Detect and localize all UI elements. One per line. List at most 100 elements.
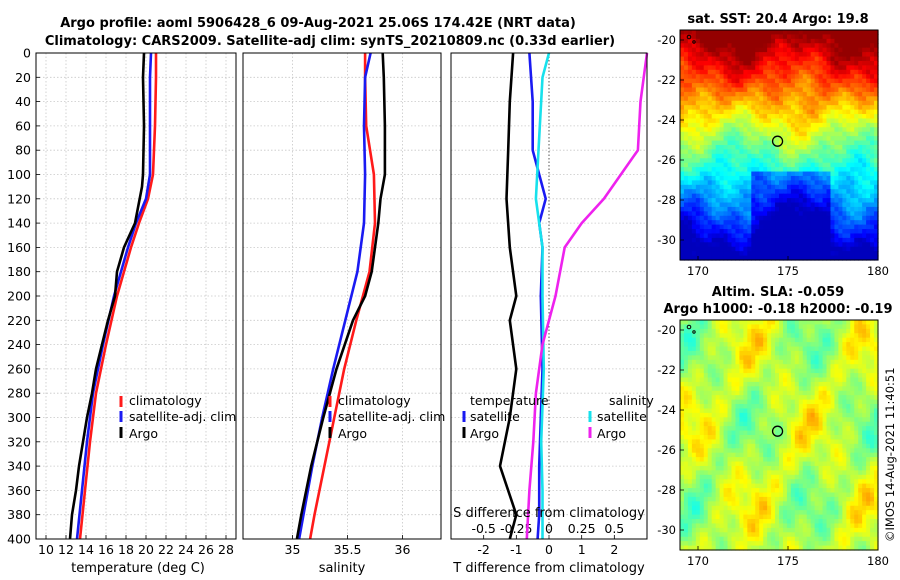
map-cell [838, 465, 843, 471]
map-cell [759, 229, 764, 235]
map-cell [691, 78, 697, 84]
map-cell [830, 131, 836, 137]
map-cell [743, 377, 748, 383]
map-cell [739, 333, 744, 339]
map-cell [850, 69, 855, 75]
map-cell [870, 78, 875, 84]
map-cell [874, 162, 879, 168]
map-cell [683, 373, 689, 379]
map-cell [703, 153, 709, 159]
map-cell [798, 52, 804, 58]
map-cell [830, 333, 836, 339]
map-cell [691, 342, 697, 348]
map-cell [842, 355, 847, 361]
map-cell [727, 69, 733, 75]
map-cell [759, 242, 764, 248]
map-cell [779, 320, 784, 326]
map-cell [691, 488, 697, 494]
map-cell [786, 202, 792, 208]
map-cell [715, 399, 721, 405]
map-cell [818, 162, 824, 168]
map-cell [735, 399, 740, 405]
map-cell [842, 175, 847, 181]
map-cell [866, 215, 871, 221]
map-cell [723, 220, 729, 226]
map-cell [874, 342, 879, 348]
map-cell [814, 34, 820, 40]
map-cell [703, 87, 709, 93]
map-cell [687, 91, 693, 97]
map-cell [814, 180, 820, 186]
map-cell [846, 457, 851, 463]
sla-map-subtitle: Argo h1000: -0.18 h2000: -0.19 [663, 302, 892, 317]
map-cell [739, 346, 744, 352]
map-cell [771, 74, 776, 80]
map-cell [759, 430, 764, 436]
map-cell [790, 346, 796, 352]
map-cell [763, 38, 768, 44]
map-cell [802, 390, 808, 396]
map-cell [747, 229, 752, 235]
map-cell [691, 65, 697, 71]
map-cell [755, 457, 760, 463]
map-cell [691, 439, 697, 445]
map-cell [680, 505, 685, 511]
map-cell [826, 83, 832, 89]
map-cell [727, 408, 733, 414]
sst-map: 170 175 180-20-22-24-26-28-30 [657, 29, 889, 278]
map-cell [842, 404, 847, 410]
map-cell [723, 122, 729, 128]
map-cell [834, 381, 839, 387]
map-cell [846, 364, 851, 370]
map-cell [874, 52, 879, 58]
map-cell [818, 320, 824, 326]
map-cell [723, 171, 729, 177]
map-cell [691, 131, 697, 137]
map-cell [719, 65, 725, 71]
map-cell [687, 43, 693, 49]
map-cell [810, 100, 816, 106]
map-cell [711, 501, 717, 507]
map-cell [687, 412, 693, 418]
map-cell [850, 60, 855, 66]
map-cell [830, 337, 836, 343]
map-cell [755, 483, 760, 489]
map-cell [838, 237, 843, 243]
map-cell [695, 474, 701, 480]
map-cell [691, 333, 697, 339]
map-cell [763, 136, 768, 142]
map-cell [794, 233, 800, 239]
map-cell [707, 109, 713, 115]
map-cell [723, 189, 729, 195]
map-cell [874, 189, 879, 195]
map-cell [755, 417, 760, 423]
map-cell [862, 127, 867, 133]
map-cell [790, 91, 796, 97]
map-cell [680, 220, 685, 226]
map-cell [842, 457, 847, 463]
map-cell [775, 202, 780, 208]
map-cell [866, 439, 871, 445]
map-cell [838, 65, 843, 71]
map-cell [759, 337, 764, 343]
map-cell [842, 333, 847, 339]
map-cell [695, 184, 701, 190]
map-cell [715, 30, 721, 36]
map-cell [687, 320, 693, 326]
map-cell [747, 412, 752, 418]
map-cell [755, 52, 760, 58]
map-cell [680, 180, 685, 186]
map-cell [743, 100, 748, 106]
map-cell [680, 359, 685, 365]
map-cell [680, 118, 685, 124]
map-cell [747, 69, 752, 75]
map-cell [687, 167, 693, 173]
map-cell [782, 430, 788, 436]
map-cell [695, 435, 701, 441]
map-cell [854, 255, 859, 261]
map-cell [731, 465, 737, 471]
map-cell [767, 474, 772, 480]
map-cell [727, 167, 733, 173]
map-cell [822, 105, 828, 111]
map-cell [802, 337, 808, 343]
